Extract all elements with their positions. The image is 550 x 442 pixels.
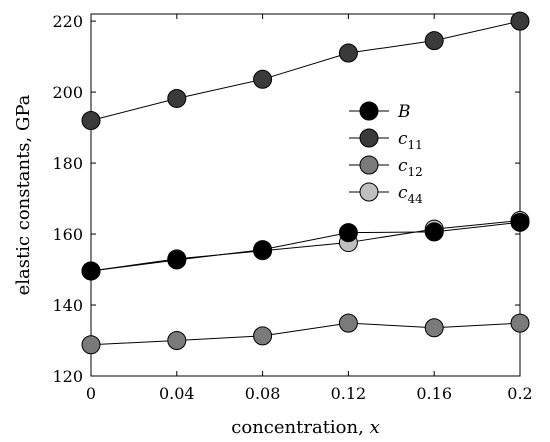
x-tick-label: 0.16	[416, 384, 452, 403]
legend-item: c11	[349, 128, 423, 152]
data-point	[510, 212, 530, 232]
series-c11	[81, 11, 530, 130]
y-axis-ticks: 120 140 160 180 200 220	[52, 12, 520, 386]
legend-marker	[359, 155, 379, 175]
x-tick-label: 0.2	[507, 384, 532, 403]
x-tick-label: 0.12	[331, 384, 367, 403]
legend-marker	[359, 182, 379, 202]
data-point	[167, 331, 187, 351]
data-point	[253, 326, 273, 346]
data-point	[510, 11, 530, 31]
data-point	[424, 222, 444, 242]
legend-label: c12	[398, 156, 423, 179]
data-point	[424, 318, 444, 338]
series-c12	[81, 313, 530, 355]
data-point	[81, 110, 101, 130]
data-point	[167, 88, 187, 108]
series-b	[81, 212, 530, 281]
plot-border	[90, 13, 521, 377]
y-tick-label: 140	[52, 296, 83, 315]
x-tick-label: 0.04	[159, 384, 195, 403]
series-line	[90, 322, 521, 346]
x-axis-label: concentration, x	[231, 417, 379, 438]
y-tick-label: 180	[52, 154, 83, 173]
x-axis-ticks: 0 0.04 0.08 0.12 0.16 0.2	[86, 14, 533, 403]
data-point	[167, 250, 187, 270]
legend-item: c12	[349, 155, 423, 179]
data-point	[253, 240, 273, 260]
legend-marker	[359, 101, 379, 121]
data-point	[253, 69, 273, 89]
series-line	[90, 20, 521, 121]
x-tick-label: 0	[86, 384, 96, 403]
y-tick-label: 160	[52, 225, 83, 244]
data-point	[338, 313, 358, 333]
series-c44	[81, 211, 530, 281]
x-tick-label: 0.08	[245, 384, 281, 403]
legend-marker	[359, 128, 379, 148]
y-tick-label: 200	[52, 83, 83, 102]
data-point	[81, 335, 101, 355]
y-tick-label: 120	[52, 367, 83, 386]
data-point	[81, 261, 101, 281]
data-point	[424, 31, 444, 51]
series-layer	[81, 11, 530, 355]
y-axis-label: elastic constants, GPa	[13, 94, 34, 295]
plot-frame	[90, 13, 521, 377]
legend-item: B	[349, 101, 411, 122]
legend-label: B	[397, 102, 411, 122]
legend-label: c44	[398, 183, 423, 206]
y-tick-label: 220	[52, 12, 83, 31]
series-line	[90, 221, 521, 272]
data-point	[510, 313, 530, 333]
legend-item: c44	[349, 182, 423, 206]
data-point	[338, 223, 358, 243]
data-point	[338, 43, 358, 63]
legend-label: c11	[398, 129, 423, 152]
series-line	[90, 220, 521, 272]
